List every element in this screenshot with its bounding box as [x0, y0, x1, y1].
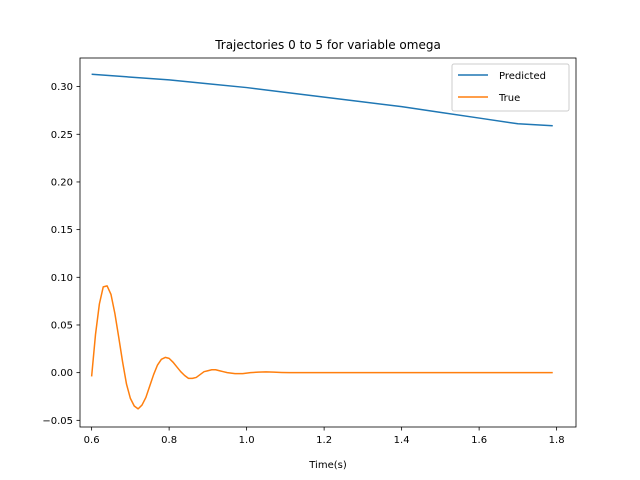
legend-label-true: True: [498, 93, 520, 104]
x-tick-label: 1.6: [471, 435, 487, 446]
legend: Predicted True: [451, 63, 570, 112]
series-layer: [90, 73, 553, 410]
y-tick-label: −0.05: [42, 416, 73, 427]
plot-frame: [79, 57, 577, 428]
chart-title: Trajectories 0 to 5 for variable omega: [214, 38, 441, 52]
y-tick-label: 0.30: [51, 82, 73, 93]
x-tick-label: 0.6: [84, 435, 100, 446]
legend-label-predicted: Predicted: [499, 71, 546, 82]
series-line-true: [90, 285, 553, 410]
y-tick-label: 0.15: [51, 225, 73, 236]
x-tick-label: 1.8: [549, 435, 565, 446]
series-line-predicted: [91, 73, 553, 127]
x-tick-label: 1.0: [239, 435, 255, 446]
x-tick-label: 1.2: [316, 435, 332, 446]
y-tick-label: 0.05: [51, 320, 73, 331]
x-tick-label: 0.8: [161, 435, 177, 446]
y-tick-label: 0.00: [51, 368, 73, 379]
x-tick-label: 1.4: [394, 435, 410, 446]
y-tick-label: 0.20: [51, 177, 73, 188]
y-axis-ticks: −0.05 0.00 0.05 0.10 0.15 0.20 0.25 0.30: [42, 82, 80, 427]
x-axis-ticks: 0.6 0.8 1.0 1.2 1.4 1.6 1.8: [84, 427, 565, 446]
y-tick-label: 0.10: [51, 273, 73, 284]
x-axis-label: Time(s): [308, 460, 347, 471]
y-tick-label: 0.25: [51, 130, 73, 141]
